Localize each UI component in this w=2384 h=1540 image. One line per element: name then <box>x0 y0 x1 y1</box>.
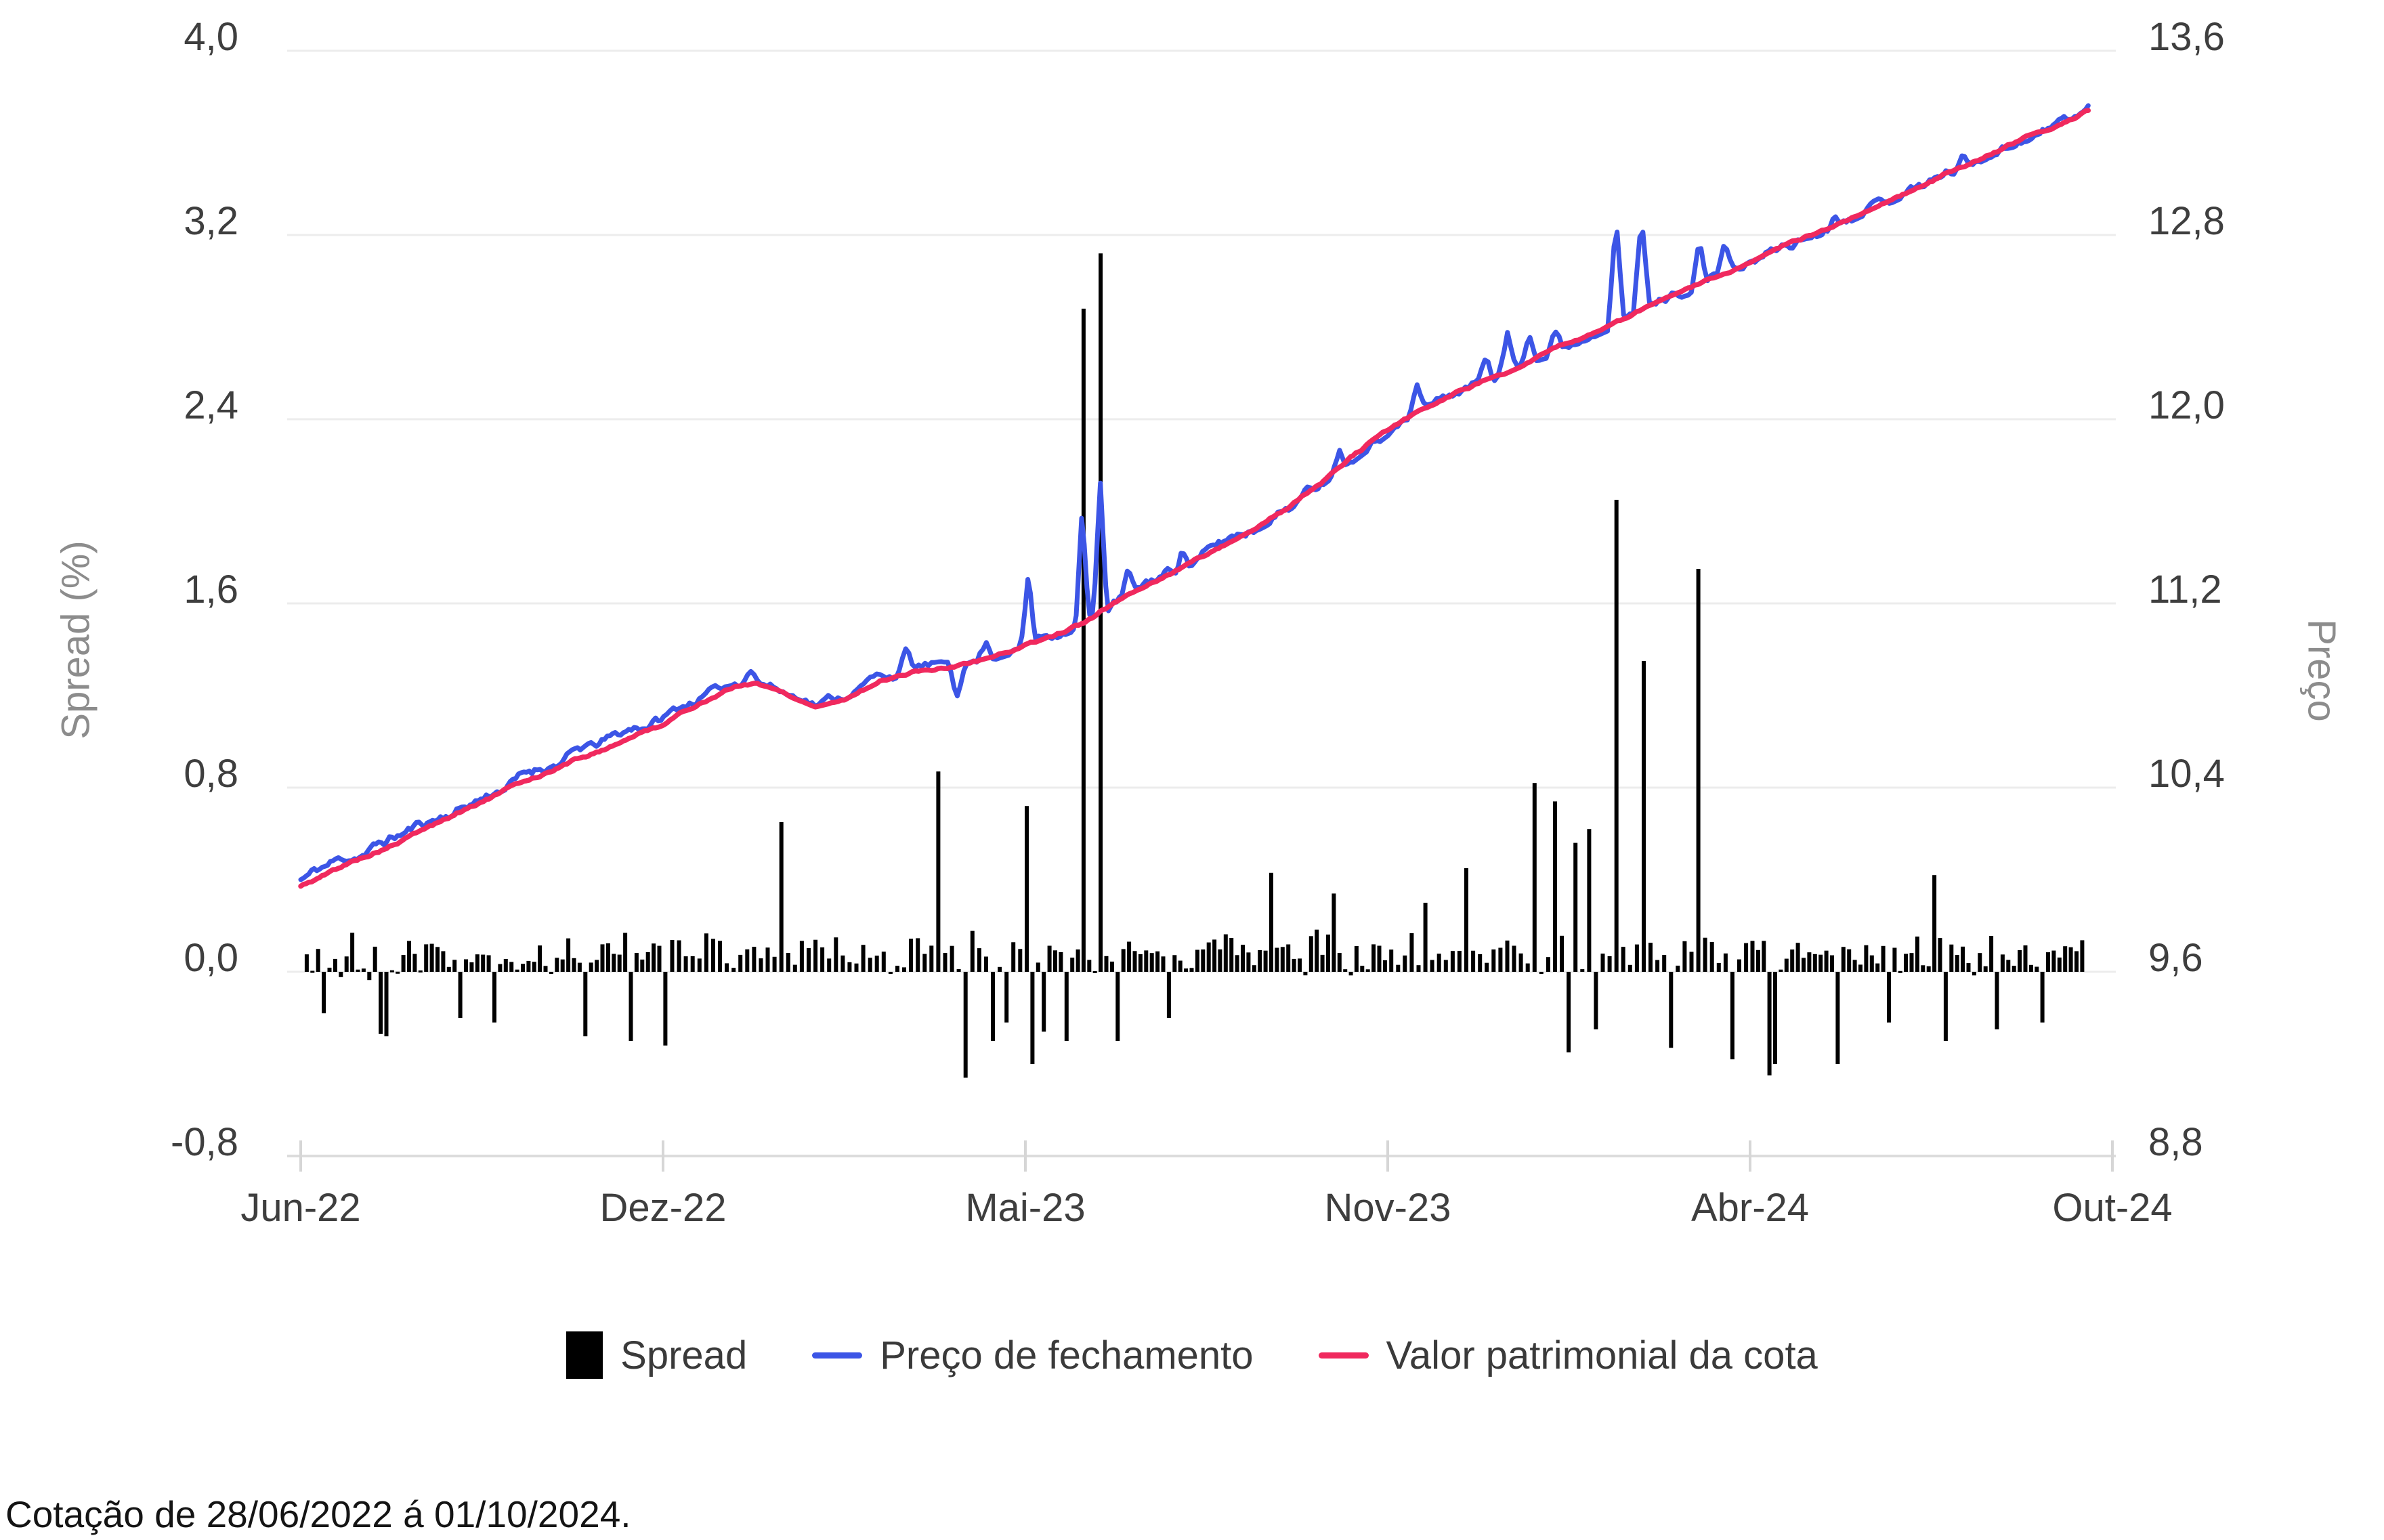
spread-swatch-icon <box>566 1331 603 1379</box>
right-axis-title: Preço <box>2299 619 2344 722</box>
left-axis-tick: 0,0 <box>184 936 238 980</box>
right-axis-tick: 13,6 <box>2148 15 2225 59</box>
legend-item-valor-patrimonial: Valor patrimonial da cota <box>1318 1333 1818 1378</box>
x-axis-tick: Mai-23 <box>965 1186 1086 1230</box>
gridlines <box>287 49 2116 1157</box>
right-axis-tick: 12,0 <box>2148 383 2225 427</box>
legend-label: Valor patrimonial da cota <box>1386 1333 1818 1377</box>
left-axis-tick: 2,4 <box>184 383 238 427</box>
left-axis-tick: -0,8 <box>171 1120 238 1164</box>
right-axis-tick: 11,2 <box>2148 568 2222 612</box>
legend: Spread Preço de fechamento Valor patrimo… <box>0 1331 2384 1379</box>
right-axis-tick: 10,4 <box>2148 752 2225 796</box>
legend-label: Spread <box>620 1333 748 1377</box>
valor-patrimonial-line <box>298 108 2091 889</box>
left-axis-tick: 1,6 <box>184 568 238 612</box>
left-axis-tick: 4,0 <box>184 15 238 59</box>
left-axis-tick: 3,2 <box>184 199 238 243</box>
x-axis-tick: Out-24 <box>2052 1186 2173 1230</box>
right-axis-tick: 8,8 <box>2148 1120 2203 1164</box>
x-axis-line <box>287 1140 2116 1172</box>
left-axis-title: Spread (%) <box>54 540 98 740</box>
spread-bar-series <box>304 253 2085 1078</box>
x-axis-tick: Nov-23 <box>1324 1186 1451 1230</box>
valor-patrimonial-swatch-icon <box>1318 1352 1369 1359</box>
preco-fechamento-swatch-icon <box>812 1352 863 1359</box>
x-axis-tick: Dez-22 <box>599 1186 727 1230</box>
right-axis-tick: 12,8 <box>2148 199 2225 243</box>
legend-label: Preço de fechamento <box>880 1333 1254 1377</box>
x-axis-tick: Jun-22 <box>240 1186 361 1230</box>
footnote: Cotação de 28/06/2022 á 01/10/2024. <box>5 1493 631 1535</box>
legend-item-preco-fechamento: Preço de fechamento <box>812 1333 1254 1378</box>
right-axis-tick: 9,6 <box>2148 936 2203 980</box>
x-axis-tick: Abr-24 <box>1690 1186 1810 1230</box>
left-axis-tick: 0,8 <box>184 752 238 796</box>
legend-item-spread: Spread <box>566 1331 747 1379</box>
